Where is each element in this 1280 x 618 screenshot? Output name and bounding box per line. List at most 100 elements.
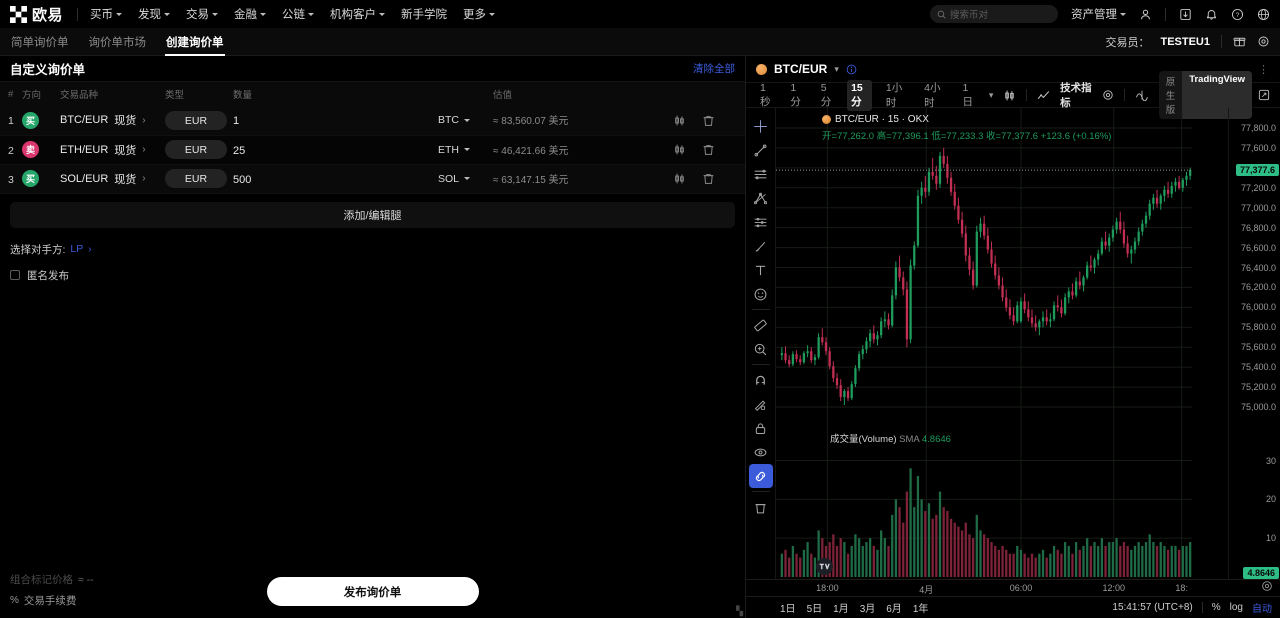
chart-type-icon[interactable] (1003, 89, 1016, 102)
range-6mo[interactable]: 6月 (886, 604, 902, 615)
range-1d[interactable]: 1日 (780, 604, 796, 615)
zoom-in-icon[interactable] (749, 337, 773, 361)
chart-mode-native[interactable]: 原生版 (1165, 77, 1176, 116)
nav-item-finance[interactable]: 金融 (234, 6, 267, 22)
range-5d[interactable]: 5日 (806, 604, 823, 615)
eye-icon[interactable] (749, 440, 773, 464)
ruler-icon[interactable] (749, 313, 773, 337)
search-input[interactable]: 搜索币对 (930, 5, 1058, 23)
tab-simple-rfq[interactable]: 简单询价单 (10, 28, 70, 56)
instrument-selector[interactable]: SOL/EUR 现货 › (60, 171, 165, 187)
timeframe-1s[interactable]: 1秒 (760, 81, 771, 108)
globe-icon[interactable] (1257, 8, 1270, 21)
tab-rfq-market[interactable]: 询价单市场 (88, 28, 148, 56)
indicators-button[interactable]: 技术指标 (1060, 82, 1092, 109)
clear-all-button[interactable]: 清除全部 (693, 63, 735, 75)
timeframe-5m[interactable]: 5分 (820, 81, 832, 108)
quantity-input[interactable]: 1 (233, 115, 240, 128)
chevron-down-icon (464, 177, 471, 180)
nav-item-buy-crypto[interactable]: 买币 (90, 6, 123, 22)
axis-settings-icon[interactable] (1261, 580, 1273, 592)
leg-type-pill[interactable]: EUR (165, 140, 227, 160)
measure-icon[interactable] (749, 392, 773, 416)
magnet-icon[interactable] (749, 368, 773, 392)
range-1y[interactable]: 1年 (912, 604, 929, 615)
timeframe-4h[interactable]: 4小时 (924, 82, 941, 109)
nav-item-institutional[interactable]: 机构客户 (330, 6, 386, 22)
percent-scale-button[interactable]: % (1211, 602, 1221, 613)
auto-scale-button[interactable]: 自动 (1252, 604, 1272, 615)
chart-settings-icon[interactable] (1102, 89, 1114, 101)
timeframe-1m[interactable]: 1分 (790, 81, 801, 108)
user-icon[interactable] (1139, 8, 1152, 21)
price-axis[interactable]: 77,800.077,600.077,400.077,200.077,000.0… (1228, 108, 1280, 579)
okx-logo[interactable]: 欧易 (10, 4, 63, 25)
time-axis[interactable]: 18:00 4月 06:00 12:00 18: (746, 579, 1280, 596)
leg-type-pill[interactable]: EUR (165, 169, 227, 189)
compare-icon[interactable] (1135, 89, 1149, 101)
chart-pair-name[interactable]: BTC/EUR (774, 62, 828, 76)
chevron-right-icon[interactable]: › (88, 243, 92, 255)
chart-menu-icon[interactable]: ⋮ (1258, 63, 1270, 76)
chart-plot-area[interactable]: BTC/EUR · 15 · OKX 开=77,262.0 高=77,396.1… (776, 108, 1228, 579)
fullscreen-icon[interactable] (1258, 89, 1270, 101)
chevron-down-icon[interactable]: ▾ (988, 89, 994, 100)
delete-row-icon[interactable] (702, 172, 715, 185)
quantity-input[interactable]: 500 (233, 173, 252, 186)
trendline-icon[interactable] (749, 138, 773, 162)
gift-icon[interactable] (1233, 35, 1246, 48)
horizontal-lines-icon[interactable] (749, 162, 773, 186)
timeframe-1d[interactable]: 1日 (962, 81, 973, 108)
currency-selector[interactable]: BTC (438, 114, 493, 126)
timeframe-1h[interactable]: 1小时 (885, 82, 903, 109)
range-1mo[interactable]: 1月 (833, 604, 849, 615)
anonymous-checkbox[interactable] (10, 270, 20, 280)
link-icon[interactable] (748, 464, 773, 488)
delete-row-icon[interactable] (702, 143, 715, 156)
text-icon[interactable] (749, 258, 773, 282)
nav-item-academy[interactable]: 新手学院 (401, 6, 447, 22)
nav-item-chain[interactable]: 公链 (282, 6, 315, 22)
chevron-down-icon[interactable]: ▾ (834, 63, 839, 74)
candlestick-icon[interactable] (673, 114, 686, 127)
tab-create-rfq[interactable]: 创建询价单 (165, 28, 225, 56)
log-scale-button[interactable]: log (1229, 602, 1243, 613)
nav-item-more[interactable]: 更多 (463, 6, 496, 22)
bell-icon[interactable] (1205, 8, 1218, 21)
publish-rfq-button[interactable]: 发布询价单 (266, 577, 479, 606)
add-edit-leg-button[interactable]: 添加/编辑腿 (10, 201, 735, 228)
range-3mo[interactable]: 3月 (859, 604, 876, 615)
pattern-icon[interactable] (749, 210, 773, 234)
indicator-icon[interactable] (1037, 89, 1050, 102)
quantity-input[interactable]: 25 (233, 144, 246, 157)
delete-row-icon[interactable] (702, 114, 715, 127)
counterparty-value[interactable]: LP (70, 243, 84, 255)
candlestick-icon[interactable] (673, 143, 686, 156)
side-badge-buy[interactable]: 买 (22, 170, 39, 187)
chart-mode-tradingview[interactable]: TradingView (1182, 71, 1252, 119)
help-icon[interactable]: ? (1231, 8, 1244, 21)
instrument-selector[interactable]: BTC/EUR 现货 › (60, 112, 165, 128)
nav-item-trade[interactable]: 交易 (186, 6, 219, 22)
emoji-icon[interactable] (749, 282, 773, 306)
brush-icon[interactable] (749, 234, 773, 258)
pitchfork-icon[interactable] (749, 186, 773, 210)
info-icon[interactable] (846, 64, 857, 75)
trash-icon[interactable] (749, 495, 773, 519)
anonymous-publish-toggle[interactable]: 匿名发布 (0, 257, 745, 283)
nav-item-discover[interactable]: 发现 (138, 6, 171, 22)
side-badge-buy[interactable]: 买 (22, 111, 39, 129)
currency-selector[interactable]: ETH (438, 144, 493, 156)
leg-type-pill[interactable]: EUR (165, 111, 227, 130)
timeframe-15m[interactable]: 15分 (847, 79, 872, 111)
instrument-selector[interactable]: ETH/EUR 现货 › (60, 142, 165, 158)
lock-icon[interactable] (749, 416, 773, 440)
crosshair-icon[interactable] (749, 114, 773, 138)
gear-icon[interactable] (1257, 35, 1270, 48)
side-badge-sell[interactable]: 卖 (22, 141, 39, 158)
resize-handle[interactable]: ▚ (736, 606, 743, 616)
candlestick-icon[interactable] (673, 172, 686, 185)
currency-selector[interactable]: SOL (438, 173, 493, 185)
download-icon[interactable] (1179, 8, 1192, 21)
assets-management-menu[interactable]: 资产管理 (1071, 6, 1126, 22)
